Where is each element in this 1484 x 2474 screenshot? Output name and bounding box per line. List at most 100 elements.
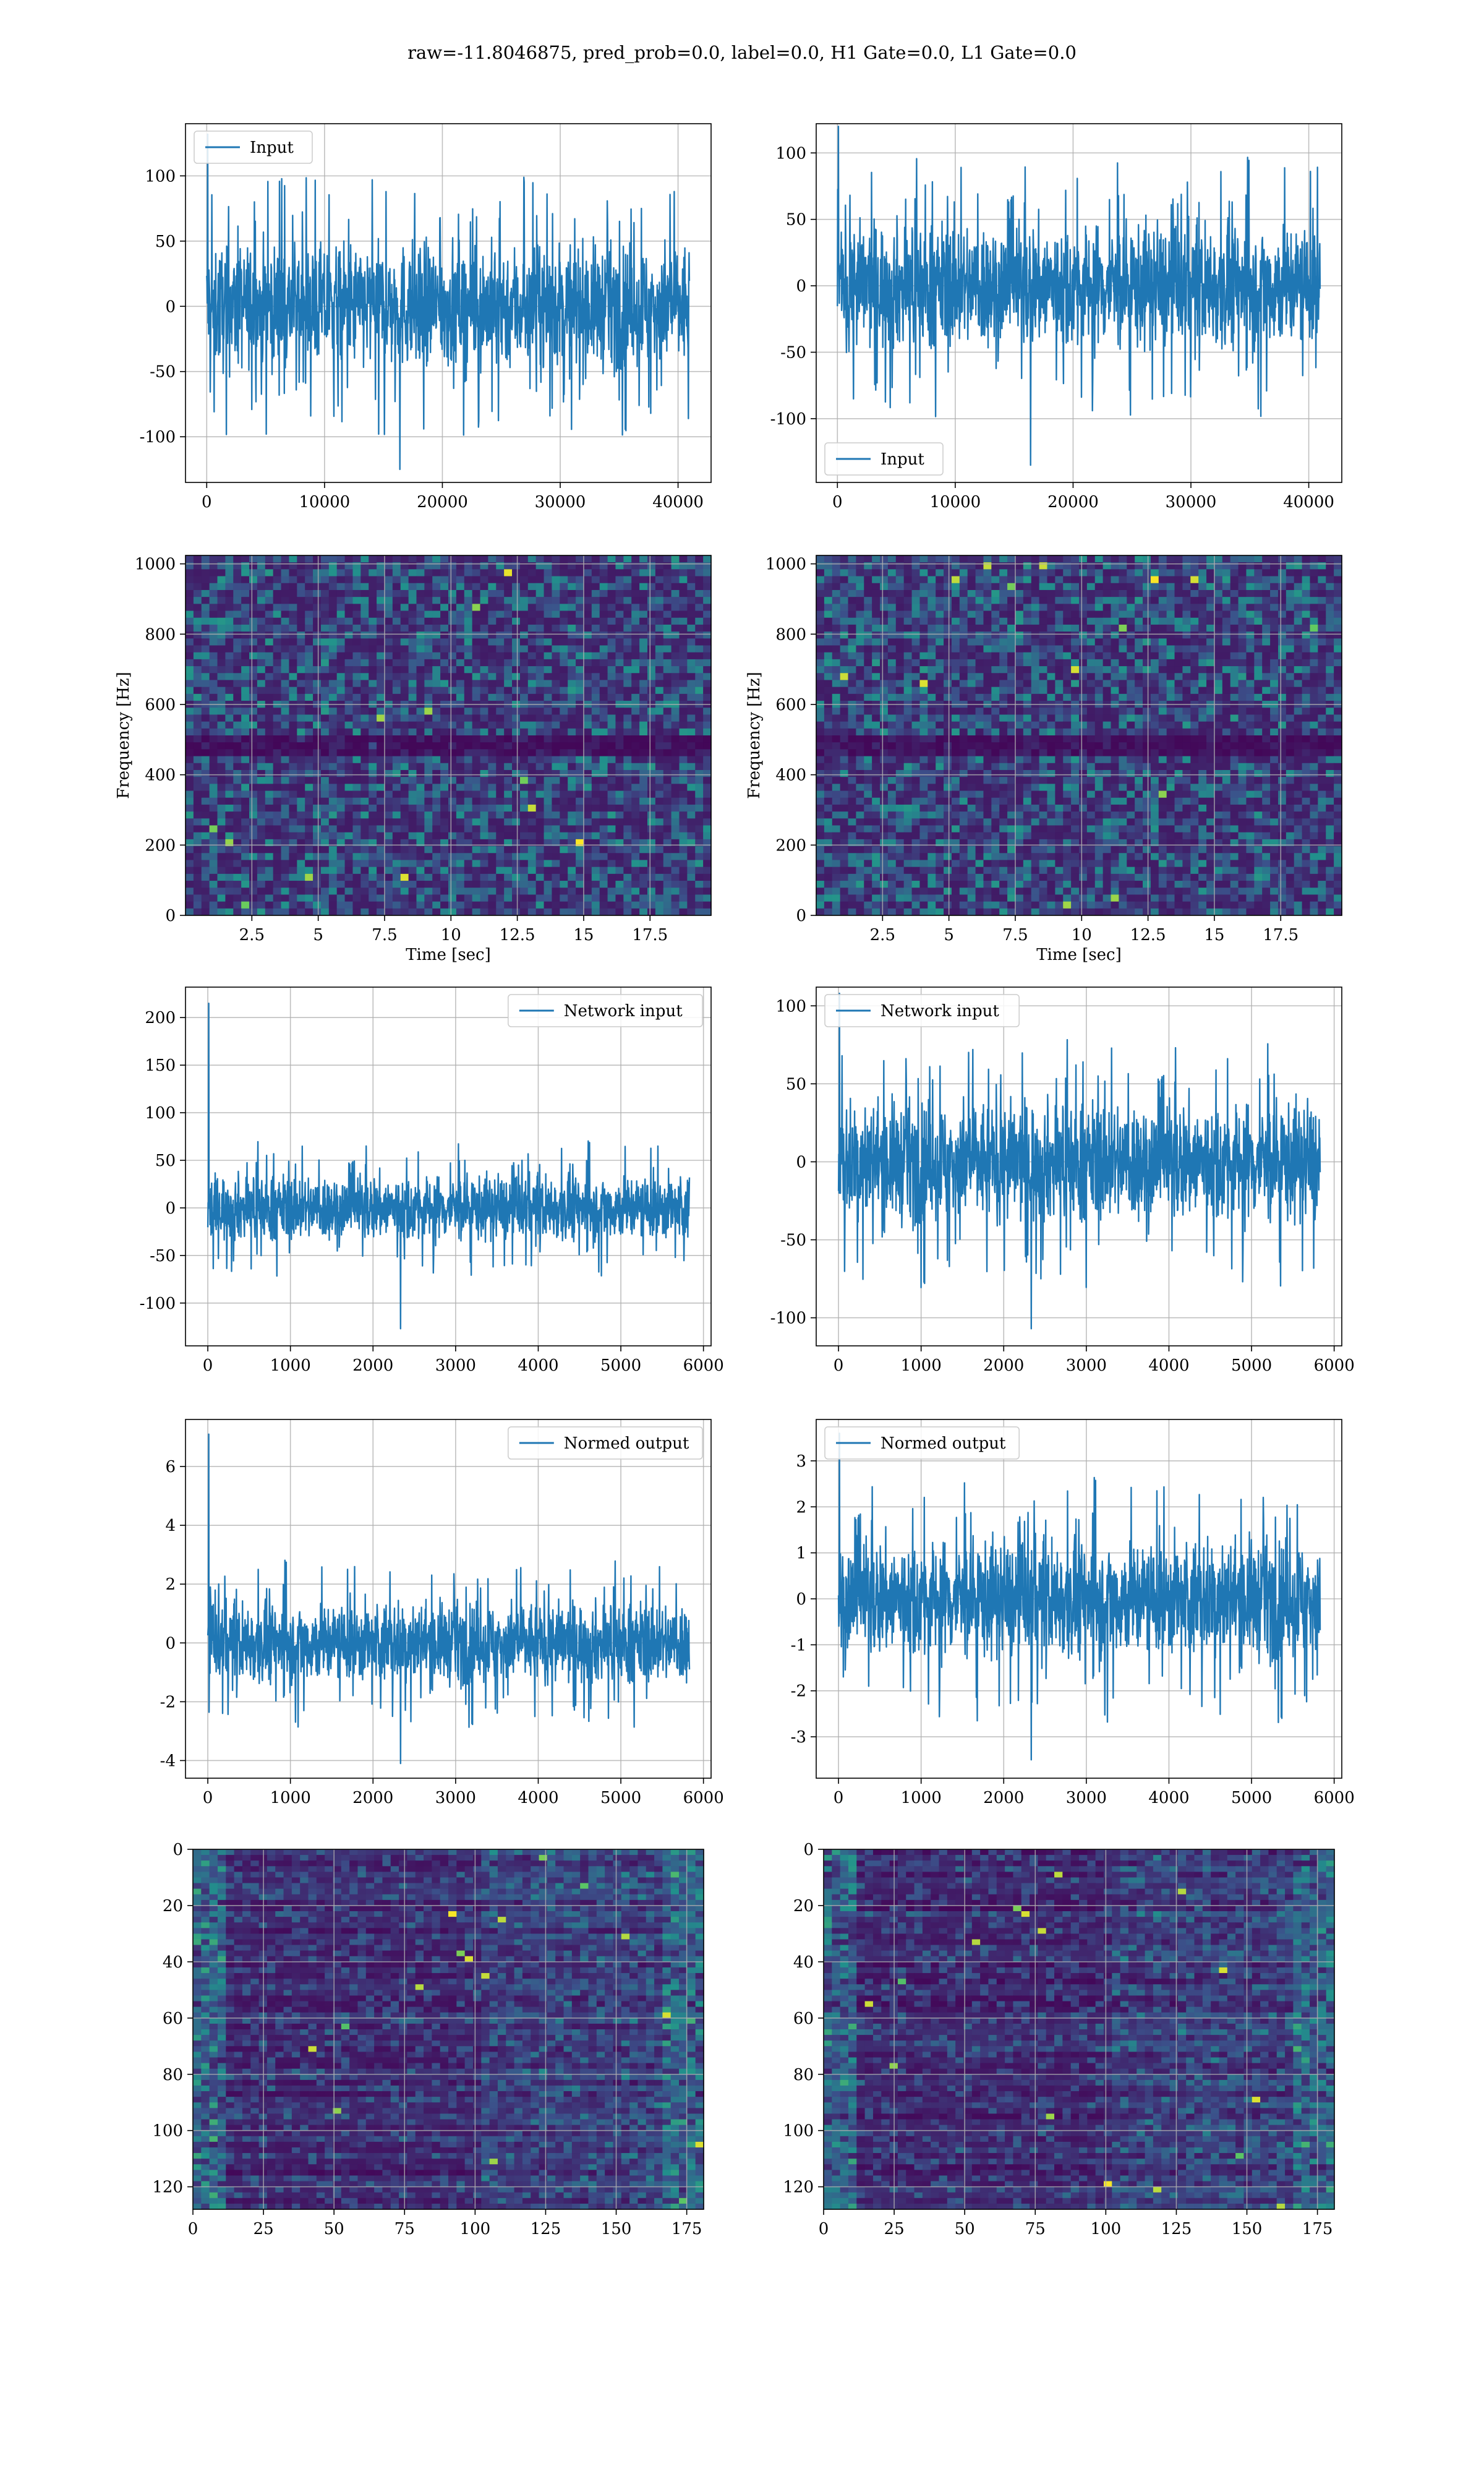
heatmap-cell: [377, 784, 385, 792]
heatmap-cell: [1230, 624, 1239, 632]
heatmap-cell: [400, 604, 409, 612]
heatmap-cell: [305, 894, 313, 902]
heatmap-cell: [273, 790, 282, 798]
heatmap-cell: [519, 784, 529, 792]
heatmap-cell: [1190, 617, 1199, 625]
heatmap-cell: [615, 777, 624, 784]
heatmap-cell: [1158, 638, 1167, 646]
heatmap-cell: [527, 784, 537, 792]
heatmap-cell: [568, 673, 576, 681]
heatmap-cell: [480, 638, 488, 646]
heatmap-cell: [663, 666, 672, 674]
heatmap-cell: [639, 860, 648, 868]
heatmap-cell: [377, 666, 385, 674]
heatmap-cell: [456, 846, 465, 854]
heatmap-cell: [1294, 604, 1303, 612]
heatmap-cell: [519, 846, 529, 854]
heatmap-cell: [671, 659, 680, 667]
heatmap-cell: [687, 867, 696, 875]
heatmap-cell: [1086, 597, 1096, 604]
heatmap-cell: [591, 832, 600, 840]
heatmap-cell: [1111, 562, 1119, 570]
heatmap-cell: [432, 589, 441, 597]
heatmap-cell: [225, 555, 234, 563]
heatmap-cell: [289, 687, 297, 695]
heatmap-cell: [671, 555, 680, 563]
x-tick-label: 2.5: [239, 926, 265, 944]
heatmap-cell: [703, 562, 712, 570]
heatmap-cell: [257, 749, 266, 757]
heatmap-cell: [599, 749, 608, 757]
heatmap-cell: [281, 769, 290, 777]
heatmap-cell: [1023, 617, 1032, 625]
x-tick-label: 0: [202, 493, 212, 511]
heatmap-cell: [560, 804, 568, 812]
heatmap-cell: [703, 839, 712, 847]
heatmap-cell: [1079, 624, 1088, 632]
heatmap-cell: [424, 756, 433, 764]
heatmap-cell: [1127, 666, 1135, 674]
heatmap-cell: [1262, 555, 1271, 563]
heatmap-cell: [241, 763, 250, 771]
heatmap-cell: [448, 659, 457, 667]
heatmap-cell: [1310, 597, 1318, 604]
heatmap-cell: [448, 589, 457, 597]
heatmap-cell: [599, 735, 608, 743]
heatmap-cell: [369, 901, 377, 909]
heatmap-cell: [360, 687, 369, 695]
heatmap-cell: [1286, 666, 1295, 674]
heatmap-cell: [864, 638, 872, 646]
heatmap-cell: [273, 797, 282, 805]
heatmap-cell: [695, 687, 704, 695]
heatmap-cell: [193, 714, 202, 722]
heatmap-cell: [1230, 597, 1239, 604]
heatmap-cell: [297, 804, 305, 812]
heatmap-cell: [607, 638, 616, 646]
heatmap-cell: [671, 735, 680, 743]
heatmap-cell: [1230, 659, 1239, 667]
heatmap-cell: [1198, 680, 1207, 688]
heatmap-cell: [671, 797, 680, 805]
heatmap-cell: [352, 617, 361, 625]
heatmap-cell: [257, 624, 266, 632]
heatmap-cell: [273, 735, 282, 743]
heatmap-cell: [352, 693, 361, 701]
heatmap-cell: [488, 825, 497, 833]
heatmap-cell: [1127, 583, 1135, 591]
heatmap-cell: [1270, 659, 1279, 667]
heatmap-cell: [951, 610, 960, 618]
heatmap-cell: [576, 797, 584, 805]
heatmap-cell: [186, 597, 194, 604]
heatmap-cell: [591, 853, 600, 861]
heatmap-cell: [983, 680, 992, 688]
y-tick-label: 100: [775, 144, 806, 163]
heatmap-cell: [1111, 597, 1119, 604]
heatmap-cell: [233, 687, 242, 695]
heatmap-cell: [233, 638, 242, 646]
heatmap-cell: [568, 853, 576, 861]
heatmap-cell: [991, 666, 1000, 674]
heatmap-cell: [703, 811, 712, 819]
heatmap-cell: [1302, 680, 1311, 688]
heatmap-cell: [880, 604, 889, 612]
heatmap-cell: [687, 881, 696, 888]
heatmap-cell: [1055, 631, 1064, 639]
heatmap-cell: [400, 659, 409, 667]
heatmap-cell: [352, 846, 361, 854]
heatmap-cell: [607, 804, 616, 812]
heatmap-cell: [320, 589, 330, 597]
heatmap-cell: [615, 818, 624, 826]
heatmap-cell: [639, 617, 648, 625]
heatmap-cell: [583, 631, 592, 639]
heatmap-cell: [527, 589, 537, 597]
heatmap-cell: [607, 832, 616, 840]
heatmap-cell: [1190, 555, 1199, 563]
heatmap-cell: [504, 853, 513, 861]
heatmap-cell: [1294, 666, 1303, 674]
heatmap-cell: [519, 659, 529, 667]
heatmap-cell: [583, 693, 592, 701]
heatmap-cell: [496, 652, 505, 660]
heatmap-cell: [472, 797, 481, 805]
heatmap-cell: [400, 562, 409, 570]
heatmap-cell: [519, 818, 529, 826]
